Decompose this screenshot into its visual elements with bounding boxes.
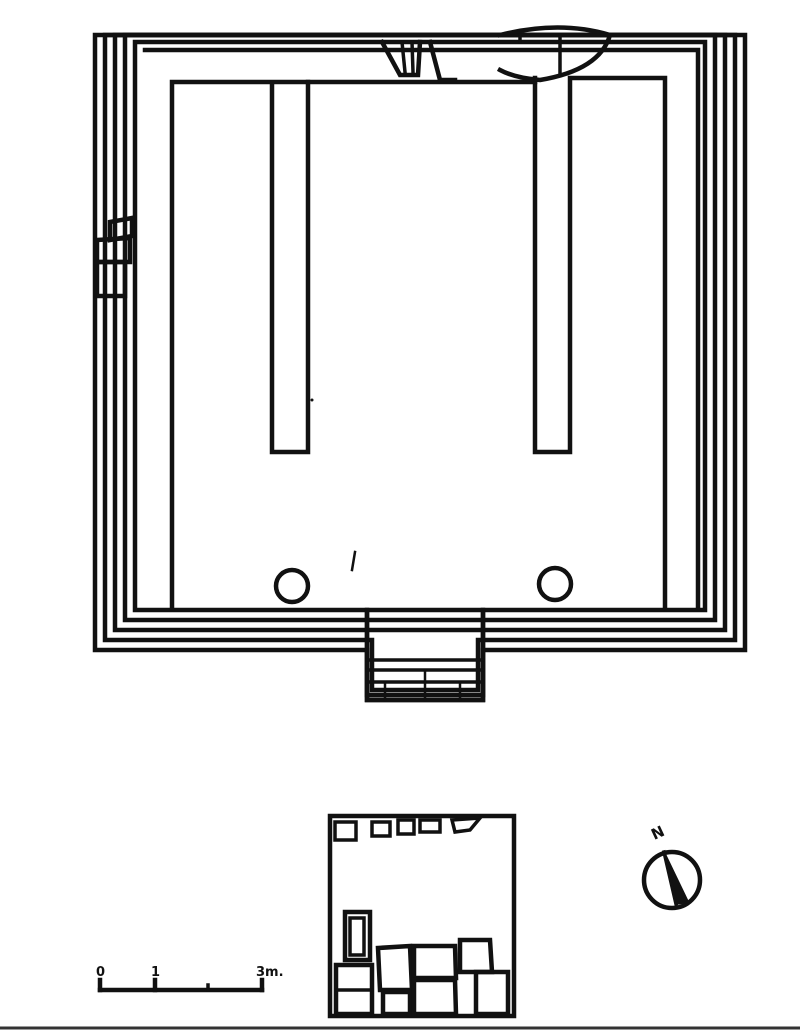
right-pier <box>532 75 668 611</box>
temple-plan <box>92 25 748 703</box>
right-column-base <box>536 565 574 603</box>
left-pier <box>169 79 311 611</box>
stray-dot <box>310 398 314 402</box>
left-column-base <box>273 567 311 605</box>
inner-wall <box>132 39 708 703</box>
top-excavation-fragment <box>378 25 613 83</box>
trench-detail <box>327 813 517 1019</box>
scale-label-0: 0 <box>96 965 105 980</box>
entrance-stairs <box>364 607 486 703</box>
north-arrow-icon: N <box>641 822 703 911</box>
north-arrow-needle <box>663 851 690 906</box>
scale-label-1: 1 <box>151 965 160 980</box>
north-label: N <box>648 822 667 844</box>
scale-label-3m: 3m. <box>256 965 284 980</box>
scale-bar: 0 1 3m. <box>96 965 284 993</box>
outer-wall-steps <box>92 32 748 698</box>
stray-mark <box>350 550 357 572</box>
left-wall-fragment <box>94 215 135 299</box>
